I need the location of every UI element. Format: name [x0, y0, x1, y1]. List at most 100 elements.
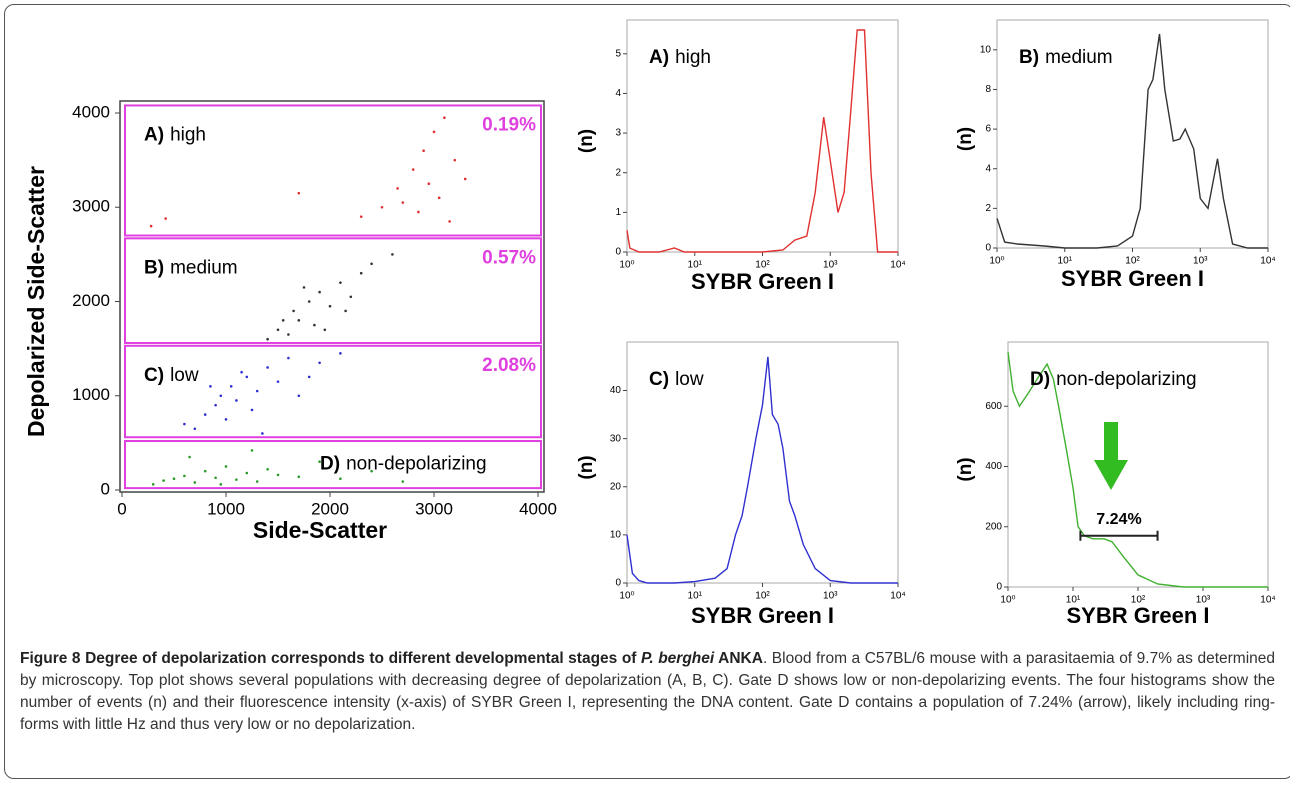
point	[297, 394, 301, 398]
point	[302, 286, 306, 289]
point	[297, 191, 301, 195]
x-tick-label: 10²	[1125, 256, 1140, 267]
x-tick-label: 10¹	[1066, 595, 1081, 606]
point	[359, 215, 363, 218]
x-tick-label: 10⁴	[1260, 256, 1275, 267]
panel-name: medium	[170, 257, 238, 278]
point	[328, 304, 332, 308]
y-tick-label: 10	[610, 530, 622, 541]
x-tick-label: 10⁴	[890, 260, 905, 271]
x-tick-label: 10³	[823, 591, 838, 602]
y-tick-label: 8	[985, 84, 991, 95]
point	[307, 300, 311, 303]
point	[188, 455, 191, 459]
point	[219, 483, 223, 486]
gate-percent: 0.19%	[482, 114, 536, 135]
point	[437, 196, 441, 200]
point	[297, 319, 301, 322]
x-tick-label: 2000	[311, 499, 349, 518]
point	[245, 375, 249, 379]
x-tick-label: 10⁰	[1000, 595, 1015, 606]
point	[203, 413, 207, 416]
point	[391, 253, 394, 256]
panel-name: low	[170, 365, 199, 386]
panel-label: D) non-depolarizing	[1030, 369, 1197, 390]
arrow	[1094, 422, 1128, 490]
point	[229, 385, 233, 388]
point	[396, 187, 399, 190]
point	[297, 475, 301, 479]
x-tick-label: 3000	[415, 499, 453, 518]
y-axis-label: (n)	[576, 455, 597, 479]
x-tick-label: 0	[117, 499, 126, 518]
plot-frame	[119, 100, 545, 493]
point	[250, 449, 254, 452]
panel-letter: A)	[649, 47, 669, 68]
x-axis-label: SYBR Green I	[691, 269, 834, 294]
y-axis-label: (n)	[955, 127, 976, 151]
x-tick-label: 10⁴	[1260, 595, 1275, 606]
point	[339, 281, 342, 284]
gate-percent: 2.08%	[482, 355, 536, 376]
point	[149, 224, 153, 228]
point	[422, 149, 425, 152]
panel-label: A) high	[144, 124, 206, 145]
y-tick-label: 0	[615, 578, 621, 589]
point	[401, 201, 405, 204]
x-axis-label: Side-Scatter	[253, 517, 387, 543]
point	[318, 361, 321, 365]
point	[219, 394, 223, 398]
point	[172, 477, 176, 480]
panel-letter: B)	[1019, 47, 1039, 68]
panel-label: B) medium	[1019, 47, 1113, 68]
panel-letter: B)	[144, 257, 164, 278]
y-tick-label: 200	[985, 521, 1002, 532]
panel-name: non-depolarizing	[346, 454, 487, 475]
point	[250, 408, 254, 412]
point	[417, 210, 420, 214]
point	[292, 309, 295, 313]
caption: Figure 8 Degree of depolarization corres…	[20, 648, 1275, 736]
y-tick-label: 2000	[72, 291, 110, 310]
point	[276, 473, 280, 477]
panel-label: C) low	[144, 365, 199, 386]
point	[266, 366, 269, 369]
point	[339, 477, 342, 480]
y-tick-label: 6	[985, 124, 991, 135]
panel-letter: A)	[144, 124, 164, 145]
panel-name: high	[170, 124, 206, 145]
point	[224, 418, 228, 421]
point	[224, 465, 228, 468]
y-tick-label: 0	[101, 479, 110, 498]
point	[307, 375, 311, 379]
x-axis-label: SYBR Green I	[1066, 603, 1209, 628]
panel-letter: C)	[144, 365, 164, 386]
point	[164, 217, 167, 220]
y-tick-label: 1	[615, 207, 621, 218]
point	[323, 328, 327, 332]
point	[266, 337, 269, 341]
point	[193, 481, 197, 484]
panel-letter: D)	[1030, 369, 1050, 390]
point	[318, 290, 321, 294]
point	[193, 427, 197, 431]
point	[448, 220, 451, 223]
y-tick-label: 3000	[72, 197, 110, 216]
panel-label: D) non-depolarizing	[320, 454, 487, 475]
point	[287, 333, 290, 336]
y-tick-label: 400	[985, 461, 1002, 472]
histogram-line	[1007, 351, 1268, 588]
point	[453, 158, 457, 162]
point	[344, 309, 347, 313]
panel-name: low	[675, 369, 704, 390]
point	[401, 480, 405, 483]
point	[183, 474, 186, 478]
x-axis-label: SYBR Green I	[1061, 266, 1204, 291]
point	[183, 422, 186, 426]
point	[276, 328, 280, 332]
x-tick-label: 1000	[207, 499, 245, 518]
x-tick-label: 10²	[755, 591, 770, 602]
x-tick-label: 10⁴	[890, 591, 905, 602]
point	[339, 352, 342, 355]
